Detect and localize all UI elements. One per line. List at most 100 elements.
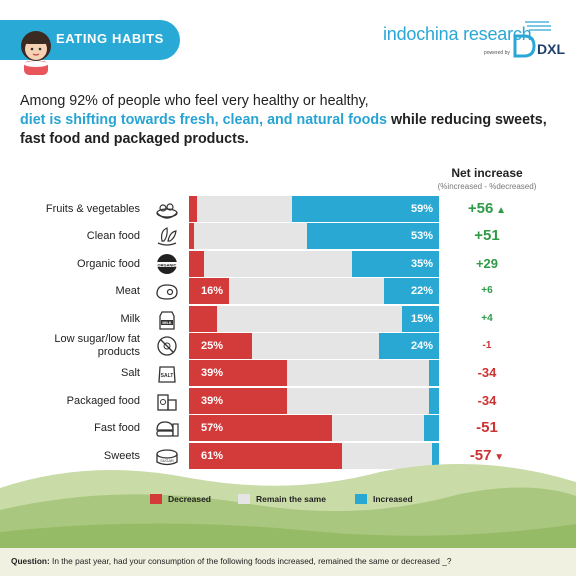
brand-logo: indochina research powered by DXL xyxy=(383,20,568,60)
organic-badge-icon: ORGANIC xyxy=(157,253,177,274)
bar-decreased-label: 25% xyxy=(201,340,224,352)
net-increase-value: -57 ▼ xyxy=(430,443,544,471)
bar-decreased xyxy=(189,278,229,305)
intro-bold: while reducing sweets, fast food and pac… xyxy=(20,112,547,147)
leaf-food-icon xyxy=(157,227,177,247)
bar-remain-same xyxy=(196,196,292,222)
brand-mark-text: DXL xyxy=(537,41,565,57)
net-increase-text: +56 xyxy=(467,200,494,217)
legend-swatch xyxy=(238,494,250,504)
salt-bag-icon: SALT xyxy=(158,366,176,384)
net-increase-text: -34 xyxy=(477,392,497,408)
bar-decreased xyxy=(189,250,204,277)
question-footer: Question: In the past year, had your con… xyxy=(0,548,576,576)
svg-text:ORGANIC: ORGANIC xyxy=(158,262,177,267)
net-increase-value: -1 xyxy=(430,333,544,359)
legend-label: Remain the same xyxy=(256,494,326,504)
svg-text:MILK: MILK xyxy=(162,321,172,325)
net-increase-text: +29 xyxy=(475,255,499,271)
bar-increased xyxy=(429,387,439,414)
bar-remain-same xyxy=(204,250,352,277)
net-increase-subtitle: (%increased - %decreased) xyxy=(437,182,537,191)
bar-decreased-label: 16% xyxy=(201,285,224,298)
question-body: In the past year, had your consumption o… xyxy=(49,556,452,566)
arrow-down-icon: ▼ xyxy=(491,451,505,463)
net-increase-text: -1 xyxy=(482,340,492,351)
bar-increased xyxy=(306,223,439,250)
arrow-up-icon: ▲ xyxy=(493,205,507,216)
bar-decreased xyxy=(189,442,342,469)
fast-food-icon xyxy=(156,421,179,437)
net-increase-value: -51 xyxy=(430,415,544,441)
chart-legend: Decreased Remain the same Increased xyxy=(0,494,576,508)
category-label: Clean food xyxy=(86,230,140,243)
bar-remain-same xyxy=(331,415,424,442)
legend-swatch xyxy=(355,494,367,504)
question-text: Question: In the past year, had your con… xyxy=(11,556,451,566)
category-label: Fruits & vegetables xyxy=(45,203,140,215)
net-increase-text: +4 xyxy=(481,312,493,324)
brand-powered-by: powered by xyxy=(484,50,510,56)
dxl-logo-icon: DXL xyxy=(513,21,565,58)
bar-remain-same xyxy=(216,305,402,332)
bar-increased xyxy=(431,442,439,469)
bar-increased xyxy=(379,333,439,359)
packaged-food-icon xyxy=(157,394,177,411)
question-prefix: Question: xyxy=(11,556,50,566)
net-increase-text: +51 xyxy=(474,227,500,245)
section-badge: EATING HABITS xyxy=(0,20,180,75)
net-increase-title: Net increase xyxy=(451,166,523,180)
bar-decreased xyxy=(189,415,332,442)
net-increase-text: -51 xyxy=(476,419,498,437)
bar-increased-label: 15% xyxy=(410,312,433,325)
bar-decreased-label: 57% xyxy=(201,422,224,435)
intro-highlight: diet is shifting towards fresh, clean, a… xyxy=(20,112,388,128)
bar-remain-same xyxy=(286,387,429,414)
net-increase-value: +6 xyxy=(430,278,544,304)
svg-text:SALT: SALT xyxy=(161,373,174,379)
category-label: Sweets xyxy=(103,449,140,462)
bar-remain-same xyxy=(194,223,307,250)
cake-icon: SUGAR xyxy=(156,448,178,465)
bar-decreased xyxy=(189,360,287,387)
bar-increased-label: 24% xyxy=(410,340,433,352)
net-increase-text: +6 xyxy=(481,285,493,297)
legend-item: Decreased xyxy=(150,494,211,504)
legend-item: Remain the same xyxy=(238,494,326,504)
net-increase-value: -34 xyxy=(430,360,544,386)
bar-increased xyxy=(351,250,439,277)
bar-remain-same xyxy=(286,360,429,387)
brand-name: indochina research xyxy=(383,24,532,44)
bar-increased xyxy=(291,196,439,222)
net-increase-value: +56 ▲ xyxy=(430,196,544,224)
bar-decreased xyxy=(189,387,287,414)
child-eating-icon xyxy=(21,31,51,75)
net-increase-text: -34 xyxy=(477,365,497,381)
category-label: Packaged food xyxy=(66,394,140,407)
net-increase-value: +4 xyxy=(430,306,544,332)
bar-decreased xyxy=(189,196,197,222)
bar-decreased-label: 39% xyxy=(201,367,224,380)
bar-decreased-label: 39% xyxy=(201,394,224,407)
category-label: Salt xyxy=(121,367,140,380)
category-label: Fast food xyxy=(94,422,140,435)
bar-increased-label: 59% xyxy=(410,203,433,215)
bar-decreased-label: 61% xyxy=(201,449,224,462)
no-sugar-icon xyxy=(157,336,177,356)
intro-text: Among 92% of people who feel very health… xyxy=(20,92,560,149)
bar-increased xyxy=(401,305,439,332)
section-title: EATING HABITS xyxy=(56,31,164,46)
category-label: Low sugar/low fat products xyxy=(54,333,140,358)
category-label: Meat xyxy=(115,285,140,298)
bar-increased-label: 35% xyxy=(410,257,433,270)
legend-label: Increased xyxy=(373,494,413,504)
bar-decreased xyxy=(189,333,252,359)
bar-increased xyxy=(424,415,439,442)
legend-swatch xyxy=(150,494,162,504)
bar-remain-same xyxy=(229,278,384,305)
category-label: Organic food xyxy=(77,257,140,270)
net-increase-value: -34 xyxy=(430,388,544,414)
bar-increased xyxy=(384,278,439,305)
bar-increased-label: 53% xyxy=(410,230,433,243)
bar-decreased xyxy=(189,305,217,332)
